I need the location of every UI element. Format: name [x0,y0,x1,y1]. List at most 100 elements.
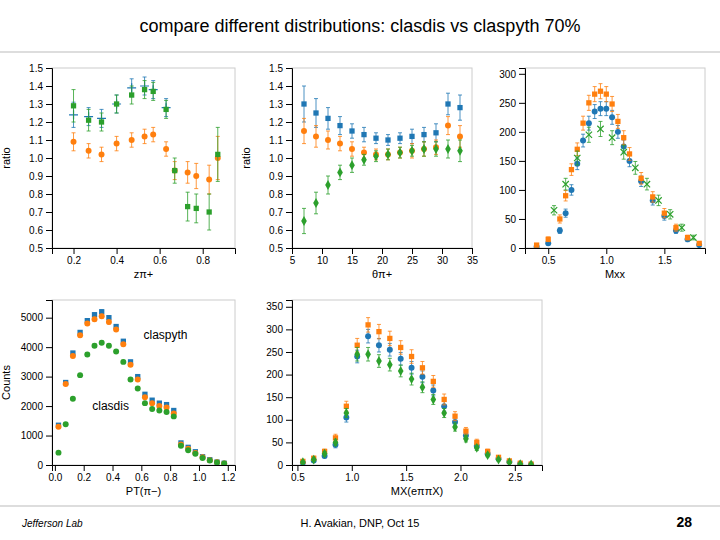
error-bar [398,147,402,158]
marker [586,132,592,138]
marker [92,343,98,349]
marker [551,207,557,213]
tick: 4000 [21,342,52,353]
tick-label: 0.8 [164,472,178,483]
error-bar [410,373,414,385]
marker [99,119,104,124]
marker [163,107,168,112]
tick-label: 1.0 [269,153,283,164]
error-bar [186,192,190,221]
marker [106,319,112,325]
marker [325,137,331,143]
error-bar [410,129,414,143]
tick-label: 0.4 [110,255,124,266]
error-bar [350,124,354,138]
error-bar [115,95,119,113]
marker [63,421,69,427]
error-bar [87,109,91,131]
tick: 350 [266,301,292,312]
tick: 0.8 [196,248,210,266]
tick: 250 [499,98,525,109]
tick-mark [352,248,353,254]
tick-label: 1.3 [29,99,43,110]
marker [301,101,306,106]
error-bar [374,133,378,144]
tick: 1.4 [269,81,292,92]
tick: 25 [407,248,419,266]
y-axis-title: ratio [0,147,12,168]
marker [151,89,156,94]
marker [457,146,463,156]
error-bar [314,126,318,148]
tick-mark [46,122,52,123]
error-bar [458,140,462,162]
marker [457,105,462,110]
marker [463,434,469,444]
marker [349,146,355,152]
marker [349,160,355,170]
marker [592,109,598,115]
marker [580,121,585,126]
marker [569,167,574,172]
axis-line [293,249,473,255]
tick-label: 200 [266,369,283,380]
marker [638,176,643,181]
error-bar [100,310,104,314]
tick: 1.0 [345,465,359,483]
tick-mark [141,465,142,471]
tick-label: 350 [266,301,283,312]
tick-mark [286,122,292,123]
error-bar [610,96,614,111]
panel: 0.51.01.5050100150200250300Mxx [499,68,705,280]
x-axis-title: zπ+ [134,268,154,280]
error-bar [398,133,402,144]
error-bar [164,100,168,118]
marker [221,460,227,465]
error-bar [453,423,457,431]
error-bar [422,142,426,156]
error-bar [338,117,342,135]
marker [603,106,609,112]
marker [172,168,177,173]
tick-label: 2.5 [508,472,522,483]
error-bar [362,154,366,165]
tick-label: 1.4 [269,81,283,92]
error-bar [355,347,359,361]
tick-label: 250 [499,98,516,109]
marker [397,136,402,141]
marker [185,447,191,453]
tick-mark [472,248,473,254]
tick: 1.2 [221,465,235,483]
tick-label: 1.5 [658,255,672,266]
tick-label: 200 [499,127,516,138]
marker [120,359,126,365]
tick-mark [55,465,56,471]
tick: 300 [499,69,525,80]
tick-label: 0.8 [29,189,43,200]
tick-label: 25 [407,255,419,266]
error-bar [598,102,602,116]
marker [71,139,77,145]
error-bar [130,133,134,147]
tick-mark [286,329,292,330]
tick-label: 0.7 [269,207,283,218]
marker [528,460,534,465]
tick-label: 0.0 [48,472,62,483]
tick-mark [286,397,292,398]
axis-line [526,249,706,255]
tick-mark [286,86,292,87]
marker [385,137,390,142]
error-bar [377,338,381,352]
error-bar [662,209,666,218]
tick-label: 1.5 [269,63,283,74]
tick-label: 1.2 [269,117,283,128]
error-bar [115,136,119,150]
axis-line [53,466,236,472]
tick-label: 0.6 [135,472,149,483]
tick-label: 4000 [21,342,44,353]
tick-mark [46,68,52,69]
marker [142,133,148,139]
tick: 0.4 [106,465,120,483]
tick-label: 250 [266,347,283,358]
error-bar [420,382,424,393]
